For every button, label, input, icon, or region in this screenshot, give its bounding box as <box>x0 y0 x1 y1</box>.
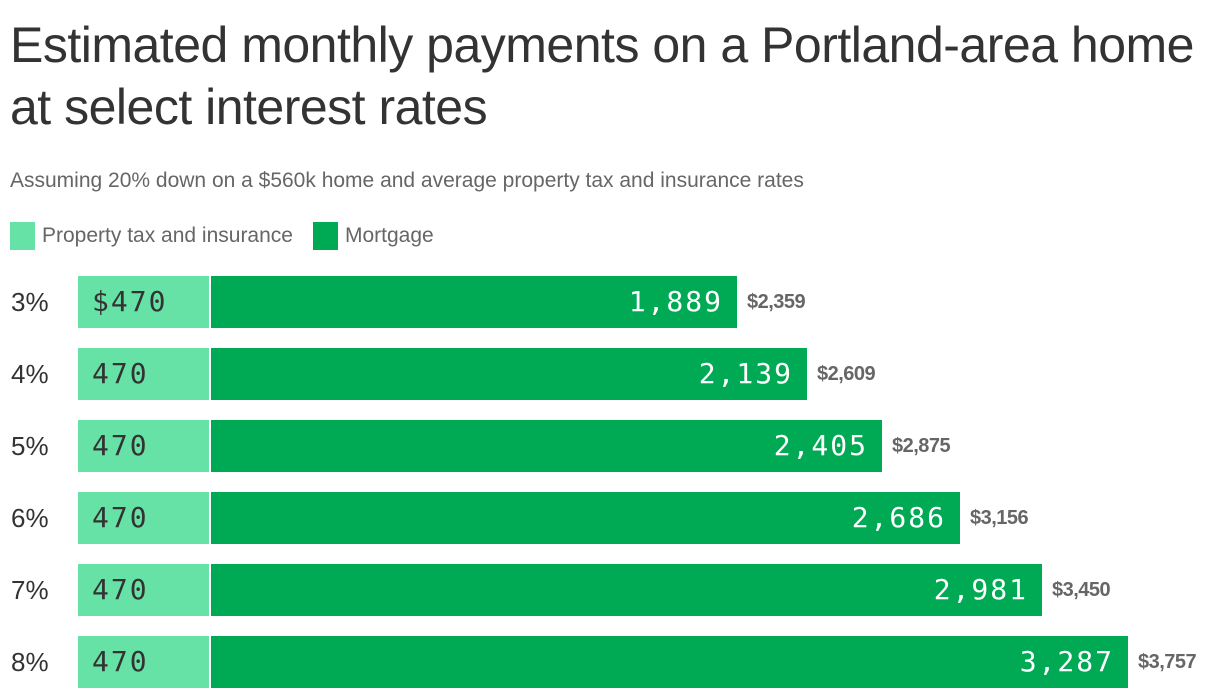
mortgage-value: 2,405 <box>773 429 868 462</box>
bar-segment-mortgage: 2,405 <box>211 420 882 472</box>
legend-item-property-tax: Property tax and insurance <box>10 222 293 250</box>
bar-segment-mortgage: 2,686 <box>211 492 960 544</box>
property-tax-value: 470 <box>92 573 149 606</box>
bar-segment-property-tax: 470 <box>78 420 209 472</box>
legend-label-mortgage: Mortgage <box>344 224 434 247</box>
bar-row: 4% 470 2,139 $2,609 <box>0 348 1220 400</box>
rate-label: 7% <box>11 575 49 605</box>
bar-segment-property-tax: $470 <box>78 276 209 328</box>
total-value: $3,450 <box>1052 579 1111 601</box>
bar-segment-property-tax: 470 <box>78 636 209 688</box>
bar-segment-mortgage: 1,889 <box>211 276 737 328</box>
property-tax-value: 470 <box>92 645 149 678</box>
mortgage-value: 2,139 <box>698 357 793 390</box>
mortgage-value: 3,287 <box>1019 645 1114 678</box>
property-tax-value: 470 <box>92 357 149 390</box>
legend-swatch-property-tax <box>10 222 35 250</box>
total-value: $3,757 <box>1138 651 1197 673</box>
total-value: $2,875 <box>892 435 951 457</box>
property-tax-value: $470 <box>92 285 168 318</box>
property-tax-value: 470 <box>92 501 149 534</box>
bar-row: 3% $470 1,889 $2,359 <box>0 276 1220 328</box>
bar-segment-property-tax: 470 <box>78 348 209 400</box>
mortgage-value: 2,686 <box>851 501 946 534</box>
rate-label: 6% <box>11 503 49 533</box>
bar-row: 8% 470 3,287 $3,757 <box>0 636 1220 688</box>
property-tax-value: 470 <box>92 429 149 462</box>
chart-subtitle: Assuming 20% down on a $560k home and av… <box>10 169 804 192</box>
legend-swatch-mortgage <box>312 222 338 250</box>
rate-label: 3% <box>11 287 49 317</box>
bar-row: 5% 470 2,405 $2,875 <box>0 420 1220 472</box>
mortgage-value: 2,981 <box>933 573 1028 606</box>
bar-segment-property-tax: 470 <box>78 492 209 544</box>
bar-row: 7% 470 2,981 $3,450 <box>0 564 1220 616</box>
bar-segment-mortgage: 2,139 <box>211 348 807 400</box>
bar-segment-mortgage: 2,981 <box>211 564 1042 616</box>
rate-label: 4% <box>11 359 49 389</box>
bar-row: 6% 470 2,686 $3,156 <box>0 492 1220 544</box>
legend-item-mortgage: Mortgage <box>312 222 434 250</box>
total-value: $2,359 <box>747 291 806 313</box>
bar-segment-mortgage: 3,287 <box>211 636 1128 688</box>
legend-label-property-tax: Property tax and insurance <box>42 224 293 247</box>
rate-label: 8% <box>11 647 49 677</box>
rate-label: 5% <box>11 431 49 461</box>
total-value: $3,156 <box>970 507 1029 529</box>
legend: Property tax and insurance Mortgage <box>10 222 454 250</box>
bar-segment-property-tax: 470 <box>78 564 209 616</box>
total-value: $2,609 <box>817 363 876 385</box>
mortgage-value: 1,889 <box>628 285 723 318</box>
chart-title: Estimated monthly payments on a Portland… <box>10 17 1194 135</box>
